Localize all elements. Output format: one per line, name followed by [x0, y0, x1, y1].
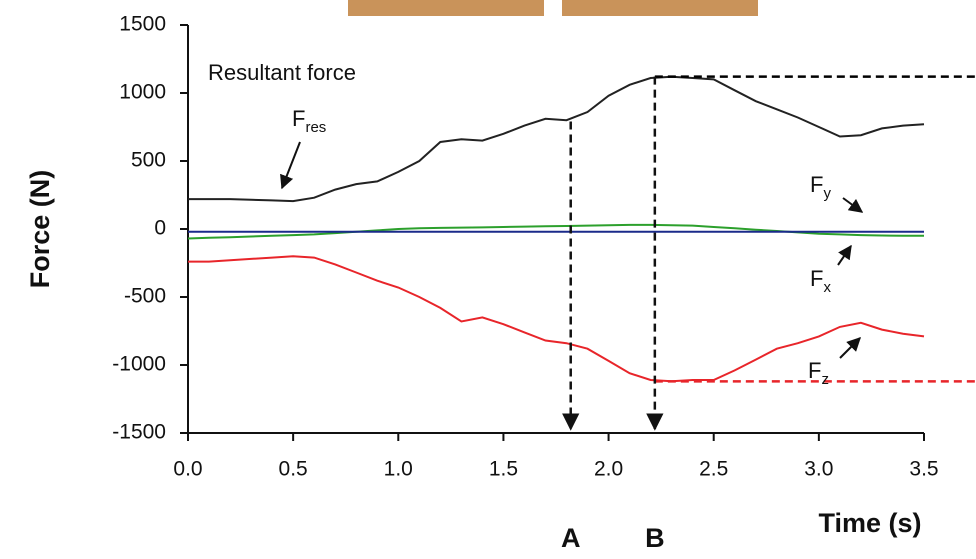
annotation: Fz: [808, 358, 829, 388]
annotation-subscript: y: [823, 185, 831, 202]
annotation-text: F: [292, 106, 305, 131]
annotation-arrow: [837, 244, 852, 266]
x-tick-label: 2.0: [594, 458, 623, 481]
annotation: Resultant force: [208, 60, 356, 85]
marker-label: B: [645, 523, 665, 553]
annotation-text: F: [810, 266, 823, 291]
annotation-arrow: [842, 197, 864, 213]
annotation-subscript: x: [823, 279, 831, 296]
x-tick-label: 3.5: [909, 458, 938, 481]
annotation-subscript: res: [305, 119, 326, 136]
x-tick-label: 2.5: [699, 458, 728, 481]
y-axis-label: Force (N): [25, 170, 55, 289]
y-tick-label: -1000: [112, 353, 166, 376]
y-tick-label: 0: [154, 217, 166, 240]
annotation: Fx: [810, 266, 831, 296]
x-tick-label: 1.5: [489, 458, 518, 481]
y-tick-label: 500: [131, 149, 166, 172]
x-axis-label: Time (s): [818, 508, 921, 538]
annotation-arrow: [839, 337, 861, 359]
y-tick-label: 1500: [119, 13, 166, 36]
annotation-text: F: [808, 358, 821, 383]
annotation: Fres: [292, 106, 326, 136]
annotation-text: Resultant force: [208, 60, 356, 85]
y-tick-label: 1000: [119, 81, 166, 104]
x-tick-label: 1.0: [384, 458, 413, 481]
annotation-subscript: z: [821, 371, 829, 388]
x-tick-label: 3.0: [804, 458, 833, 481]
y-tick-label: -500: [124, 285, 166, 308]
y-tick-label: -1500: [112, 421, 166, 444]
annotation: Fy: [810, 172, 831, 202]
photo-thumbnail: [562, 0, 758, 16]
x-tick-label: 0.0: [173, 458, 202, 481]
series-line: [188, 255, 925, 383]
annotation-text: F: [810, 172, 823, 197]
photo-thumbnail: [348, 0, 544, 16]
series-line: [188, 75, 925, 203]
marker-label: A: [561, 523, 581, 553]
annotation-arrow: [280, 141, 301, 190]
x-tick-label: 0.5: [279, 458, 308, 481]
